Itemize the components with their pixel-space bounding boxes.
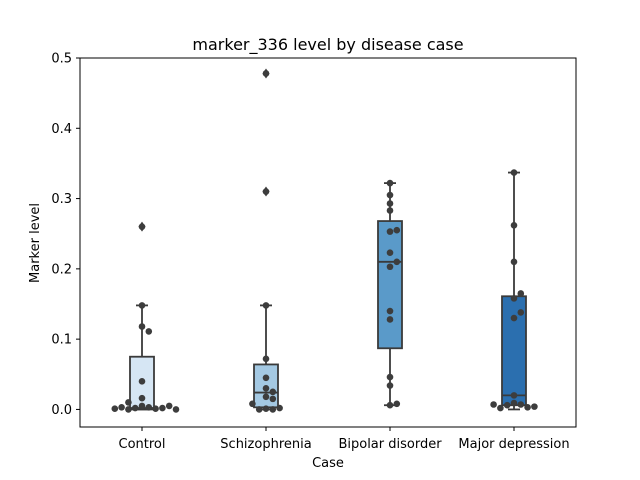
data-point	[125, 406, 132, 413]
plot-frame	[79, 57, 577, 428]
data-point	[510, 169, 518, 176]
chart-title: marker_336 level by disease case	[192, 35, 463, 55]
data-point	[145, 328, 153, 335]
data-point	[249, 400, 256, 408]
data-point	[138, 378, 146, 385]
data-point	[393, 226, 401, 234]
data-point	[262, 374, 270, 382]
data-point	[111, 405, 119, 413]
data-point	[517, 309, 525, 316]
data-point	[262, 405, 270, 413]
data-point	[262, 302, 270, 309]
data-point	[125, 399, 132, 406]
data-point	[510, 295, 518, 302]
data-point	[510, 314, 518, 322]
y-tick-label: 0.3	[51, 192, 72, 207]
y-axis-label: Marker level	[28, 203, 43, 283]
data-point	[386, 307, 394, 315]
data-point	[165, 402, 173, 410]
swarm-group	[490, 169, 538, 412]
data-point	[172, 406, 180, 413]
data-point	[510, 392, 518, 399]
data-point	[276, 404, 283, 412]
x-axis-label: Case	[312, 456, 344, 471]
swarm-group	[111, 223, 180, 413]
swarm-group	[249, 70, 283, 413]
y-tick-label: 0.5	[51, 52, 72, 67]
data-point	[269, 395, 277, 403]
swarm-group	[386, 179, 401, 409]
y-axis: 0.0 0.1 0.2 0.3 0.4 0.5	[51, 52, 80, 418]
data-point	[262, 393, 270, 401]
data-point	[145, 404, 153, 411]
data-point	[490, 401, 497, 408]
y-tick-label: 0.1	[51, 333, 72, 348]
data-point	[386, 191, 394, 199]
data-point	[255, 406, 263, 413]
data-point	[118, 404, 125, 411]
x-tick-label: Major depression	[458, 437, 569, 452]
data-point	[269, 406, 277, 413]
data-point	[152, 405, 159, 413]
x-axis: Control Schizophrenia Bipolar disorder Majo…	[119, 427, 570, 452]
data-point	[393, 400, 401, 408]
data-point	[262, 355, 270, 363]
data-point	[524, 404, 531, 411]
data-point	[386, 401, 394, 409]
data-point	[262, 188, 270, 195]
data-point	[138, 223, 146, 230]
data-point	[269, 388, 277, 396]
box-group	[377, 182, 403, 407]
data-point	[497, 404, 504, 412]
data-point	[510, 258, 518, 266]
data-point	[138, 394, 146, 402]
y-tick-label: 0.2	[51, 262, 72, 277]
data-point	[531, 403, 538, 410]
data-point	[138, 302, 146, 309]
data-point	[386, 263, 394, 271]
data-point	[262, 70, 270, 77]
data-point	[138, 402, 146, 410]
data-point	[517, 290, 525, 297]
data-point	[386, 179, 394, 187]
data-point	[503, 401, 511, 409]
data-point	[386, 249, 394, 256]
iqr-box	[377, 220, 403, 350]
data-point	[386, 373, 394, 381]
data-point	[393, 258, 401, 266]
y-tick-label: 0.4	[51, 122, 72, 137]
data-point	[159, 404, 166, 412]
x-tick-label: Bipolar disorder	[338, 437, 442, 452]
data-point	[517, 401, 525, 408]
data-point	[386, 382, 394, 389]
data-point	[138, 323, 146, 330]
plot-area	[111, 68, 538, 413]
y-tick-label: 0.0	[51, 403, 72, 418]
data-point	[386, 316, 394, 323]
data-point	[262, 385, 270, 392]
x-tick-label: Control	[119, 437, 166, 452]
data-point	[386, 228, 394, 235]
data-point	[386, 207, 394, 214]
data-point	[510, 221, 518, 229]
data-point	[510, 399, 518, 407]
data-point	[131, 404, 139, 412]
data-point	[386, 200, 394, 207]
x-tick-label: Schizophrenia	[220, 437, 311, 452]
